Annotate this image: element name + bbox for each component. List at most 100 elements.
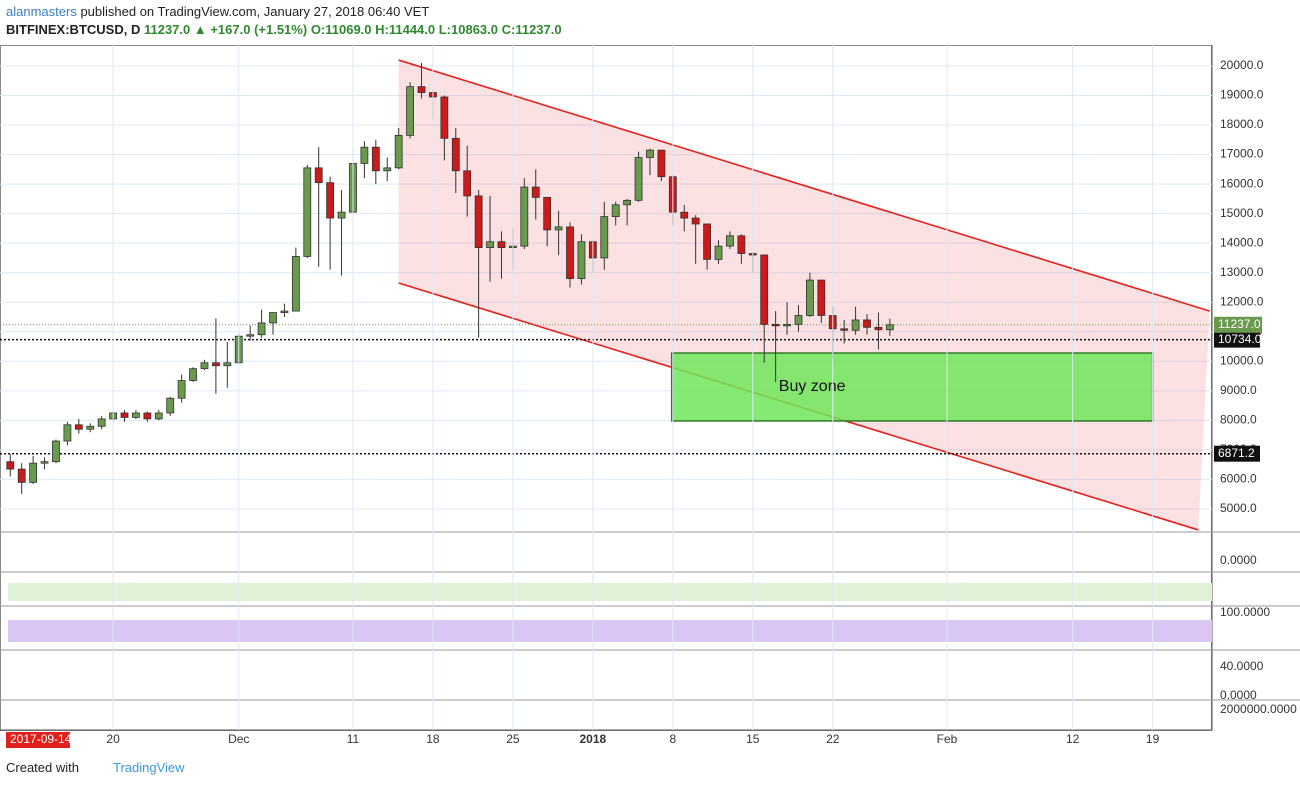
candle-body bbox=[417, 86, 426, 93]
y-tick-label: 17000.0 bbox=[1220, 147, 1264, 161]
candle-body bbox=[189, 368, 197, 381]
candle-body bbox=[337, 211, 346, 219]
candle-body bbox=[223, 362, 232, 367]
candle-body bbox=[166, 397, 175, 414]
candle-body bbox=[611, 204, 620, 217]
candle-body bbox=[211, 362, 220, 367]
candle-body bbox=[451, 137, 460, 172]
candle-body bbox=[794, 315, 803, 325]
candle-body bbox=[394, 134, 403, 169]
candle-body bbox=[371, 146, 380, 172]
candle-body bbox=[29, 462, 38, 483]
candle-body bbox=[86, 425, 95, 430]
brand[interactable]: TradingView bbox=[112, 760, 185, 775]
candle-body bbox=[783, 323, 791, 327]
candle-body bbox=[383, 167, 392, 172]
footer: Created with TradingView bbox=[6, 760, 185, 775]
y-tick-label: 20000.0 bbox=[1220, 58, 1264, 72]
pane-band bbox=[8, 583, 1212, 601]
published: published on TradingView.com, January 27… bbox=[80, 4, 430, 19]
candle-body bbox=[6, 461, 15, 470]
panes bbox=[0, 531, 1300, 701]
candle-body bbox=[177, 380, 186, 399]
candle-body bbox=[520, 186, 529, 247]
plot-area: Buy zone bbox=[0, 59, 1212, 531]
y-tick-label: 19000.0 bbox=[1220, 88, 1264, 102]
channel-line bbox=[398, 59, 1210, 312]
candle-body bbox=[17, 468, 26, 483]
candle-body bbox=[200, 362, 209, 370]
level-tag bbox=[1214, 331, 1260, 348]
pane-label: 0.0000 bbox=[1220, 553, 1257, 567]
candle-body bbox=[863, 319, 871, 328]
candle-body bbox=[52, 440, 60, 463]
candle-body bbox=[63, 424, 72, 442]
candle-body bbox=[326, 182, 335, 219]
x-tick-label: Feb bbox=[937, 732, 958, 746]
candle-body bbox=[257, 322, 266, 336]
candle-body bbox=[97, 418, 106, 427]
x-tick-label: 15 bbox=[746, 732, 760, 746]
candle-body bbox=[760, 254, 769, 325]
candle-body bbox=[246, 334, 255, 337]
y-tick-label: 9000.0 bbox=[1220, 383, 1257, 397]
candle-body bbox=[714, 245, 723, 260]
candle-body bbox=[474, 195, 483, 248]
y-tick-label: 16000.0 bbox=[1220, 176, 1264, 190]
candle-body bbox=[771, 323, 780, 327]
candle-body bbox=[726, 235, 734, 247]
y-tick-label: 12000.0 bbox=[1220, 294, 1264, 308]
candle-body bbox=[566, 226, 574, 280]
candle-body bbox=[280, 310, 289, 313]
candle-body bbox=[269, 312, 277, 324]
candle-body bbox=[851, 319, 860, 331]
y-tick-label: 14000.0 bbox=[1220, 235, 1264, 249]
candle-body bbox=[646, 149, 654, 158]
pane-band bbox=[8, 620, 1212, 642]
candle-body bbox=[806, 279, 814, 316]
y-tick-label: 5000.0 bbox=[1220, 501, 1257, 515]
y-tick-label: 18000.0 bbox=[1220, 117, 1264, 131]
candle-body bbox=[360, 146, 369, 164]
candle-body bbox=[543, 196, 552, 231]
candle-body bbox=[657, 149, 666, 178]
y-tick-label: 6000.0 bbox=[1220, 472, 1257, 486]
x-tick-label: 22 bbox=[826, 732, 840, 746]
candle-body bbox=[132, 412, 140, 418]
x-tick-label: 20 bbox=[106, 732, 120, 746]
candle-body bbox=[40, 461, 49, 464]
candle-body bbox=[703, 223, 711, 260]
candle-body bbox=[486, 241, 494, 248]
candle-body bbox=[817, 279, 826, 316]
level-label: 6871.2 bbox=[1218, 446, 1255, 460]
candle-body bbox=[874, 326, 883, 331]
ohlc: O:11069.0 H:11444.0 L:10863.0 C:11237.0 bbox=[310, 22, 562, 37]
pane-label: 100.0000 bbox=[1220, 605, 1270, 619]
start-date: 2017-09-14 bbox=[10, 732, 72, 746]
candle-body bbox=[634, 157, 643, 201]
symbol-line: BITFINEX:BTCUSD, D 11237.0 ▲ +167.0 (+1.… bbox=[6, 22, 562, 37]
y-tick-label: 8000.0 bbox=[1220, 413, 1257, 427]
y-tick-label: 13000.0 bbox=[1220, 265, 1264, 279]
candle-body bbox=[554, 226, 563, 231]
author[interactable]: alanmasters bbox=[6, 4, 77, 19]
candle-body bbox=[840, 328, 849, 331]
buy-zone bbox=[670, 352, 1154, 422]
chart: Buy zone5000.06000.07000.08000.09000.010… bbox=[0, 45, 1300, 748]
pane-label: 2000000.0000 bbox=[1220, 702, 1297, 716]
candle-body bbox=[737, 235, 746, 254]
candle-body bbox=[291, 256, 300, 312]
candle-body bbox=[531, 186, 540, 198]
level-label: 10734.0 bbox=[1218, 332, 1262, 346]
x-tick-label: 11 bbox=[347, 732, 360, 746]
last-price-tag bbox=[1214, 316, 1262, 333]
y-tick-label: 10000.0 bbox=[1220, 353, 1264, 367]
pane-label: 0.0000 bbox=[1220, 688, 1257, 702]
candle-body bbox=[303, 167, 312, 257]
last-price-label: 11237.0 bbox=[1218, 317, 1261, 331]
x-tick-label: 19 bbox=[1146, 732, 1160, 746]
candle-body bbox=[497, 241, 506, 248]
date-tag bbox=[6, 732, 70, 748]
candle-body bbox=[463, 170, 472, 197]
